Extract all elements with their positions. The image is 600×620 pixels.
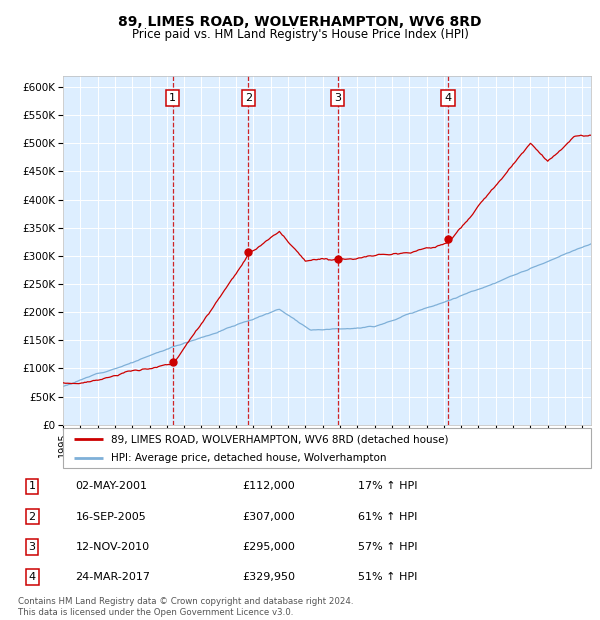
- Text: 3: 3: [29, 542, 35, 552]
- Text: 2: 2: [245, 94, 252, 104]
- Text: 57% ↑ HPI: 57% ↑ HPI: [358, 542, 417, 552]
- Text: £329,950: £329,950: [242, 572, 295, 582]
- Text: 51% ↑ HPI: 51% ↑ HPI: [358, 572, 417, 582]
- Text: 89, LIMES ROAD, WOLVERHAMPTON, WV6 8RD: 89, LIMES ROAD, WOLVERHAMPTON, WV6 8RD: [118, 16, 482, 30]
- Text: Price paid vs. HM Land Registry's House Price Index (HPI): Price paid vs. HM Land Registry's House …: [131, 28, 469, 41]
- Text: Contains HM Land Registry data © Crown copyright and database right 2024.
This d: Contains HM Land Registry data © Crown c…: [18, 598, 353, 617]
- Text: HPI: Average price, detached house, Wolverhampton: HPI: Average price, detached house, Wolv…: [110, 453, 386, 463]
- Text: 61% ↑ HPI: 61% ↑ HPI: [358, 512, 417, 521]
- Text: 3: 3: [334, 94, 341, 104]
- Text: 02-MAY-2001: 02-MAY-2001: [76, 481, 148, 491]
- Text: 4: 4: [29, 572, 36, 582]
- Text: £307,000: £307,000: [242, 512, 295, 521]
- Text: 12-NOV-2010: 12-NOV-2010: [76, 542, 149, 552]
- Text: 24-MAR-2017: 24-MAR-2017: [76, 572, 151, 582]
- Text: 89, LIMES ROAD, WOLVERHAMPTON, WV6 8RD (detached house): 89, LIMES ROAD, WOLVERHAMPTON, WV6 8RD (…: [110, 434, 448, 444]
- Text: 2: 2: [29, 512, 36, 521]
- Text: 16-SEP-2005: 16-SEP-2005: [76, 512, 146, 521]
- Text: 1: 1: [169, 94, 176, 104]
- Text: 1: 1: [29, 481, 35, 491]
- Text: £295,000: £295,000: [242, 542, 295, 552]
- Text: £112,000: £112,000: [242, 481, 295, 491]
- Text: 4: 4: [444, 94, 451, 104]
- Text: 17% ↑ HPI: 17% ↑ HPI: [358, 481, 417, 491]
